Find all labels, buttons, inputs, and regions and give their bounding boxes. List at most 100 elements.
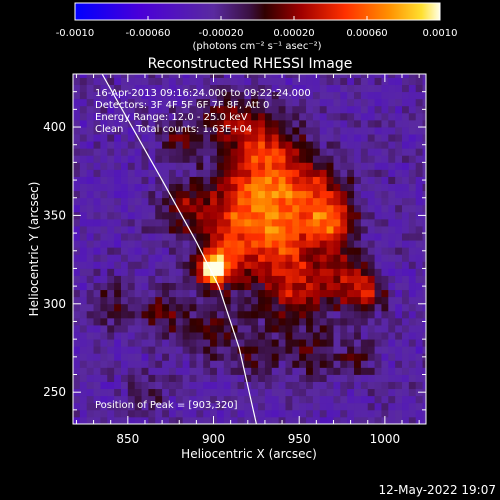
heatmap-cell (292, 141, 300, 149)
heatmap-cell (210, 204, 218, 213)
heatmap-cell (127, 254, 136, 262)
heatmap-cell (306, 127, 314, 135)
heatmap-cell (292, 339, 300, 347)
heatmap-cell (134, 204, 142, 213)
heatmap-cell (216, 155, 225, 163)
heatmap-cell (230, 367, 238, 375)
heatmap-cell (100, 367, 108, 375)
heatmap-cell (175, 381, 184, 390)
heatmap-cell (395, 360, 403, 368)
heatmap-cell (354, 226, 362, 234)
heatmap-cell (258, 261, 266, 269)
heatmap-cell (210, 346, 218, 354)
heatmap-cell (107, 98, 115, 107)
heatmap-cell (258, 77, 266, 86)
heatmap-cell (100, 233, 108, 241)
heatmap-cell (86, 402, 94, 411)
heatmap-cell (360, 303, 369, 312)
heatmap-cell (388, 275, 396, 283)
heatmap-cell (271, 353, 280, 361)
heatmap-cell (415, 155, 423, 163)
heatmap-cell (79, 141, 88, 149)
heatmap-cell (292, 261, 300, 269)
heatmap-cell (237, 112, 245, 121)
heatmap-cell (292, 254, 300, 262)
heatmap-cell (360, 98, 369, 107)
heatmap-cell (306, 395, 314, 404)
heatmap-cell (319, 77, 328, 86)
heatmap-cell (360, 346, 369, 354)
heatmap-cell (312, 240, 321, 248)
heatmap-cell (312, 360, 321, 368)
heatmap-cell (86, 197, 94, 206)
heatmap-cell (415, 183, 423, 192)
heatmap-cell (203, 282, 211, 291)
heatmap-cell (354, 240, 362, 248)
heatmap-cell (319, 275, 328, 283)
solar-limb-curve (101, 74, 257, 424)
heatmap-cell (395, 275, 403, 283)
heatmap-cell (408, 289, 417, 298)
heatmap-cell (216, 317, 225, 326)
heatmap-cell (107, 374, 115, 382)
heatmap-cell (168, 84, 177, 93)
heatmap-cell (354, 119, 362, 128)
heatmap-cell (422, 169, 426, 177)
heatmap-cell (326, 346, 334, 354)
heatmap-cell (360, 204, 369, 213)
heatmap-cell (114, 127, 122, 135)
heatmap-cell (148, 254, 156, 262)
heatmap-cell (175, 254, 184, 262)
heatmap-cell (100, 141, 108, 149)
heatmap-cell (333, 310, 341, 319)
heatmap-cell (237, 155, 245, 163)
heatmap-cell (244, 360, 252, 368)
heatmap-cell (395, 289, 403, 298)
heatmap-cell (264, 409, 273, 418)
heatmap-cell (120, 289, 129, 298)
heatmap-cell (148, 261, 156, 269)
heatmap-cell (354, 74, 362, 78)
heatmap-cell (79, 233, 88, 241)
heatmap-cell (100, 402, 108, 411)
heatmap-cell (107, 296, 115, 305)
heatmap-cell (107, 289, 115, 298)
heatmap-cell (258, 282, 266, 291)
heatmap-cell (388, 346, 396, 354)
annotation-block: 16-Apr-2013 09:16:24.000 to 09:22:24.000… (95, 88, 311, 411)
heatmap-cell (312, 77, 321, 86)
heatmap-cell (134, 303, 142, 312)
heatmap-cell (223, 303, 232, 312)
heatmap-cell (360, 240, 369, 248)
heatmap-cell (326, 218, 334, 227)
heatmap-cell (292, 303, 300, 312)
heatmap-cell (141, 395, 149, 404)
heatmap-cell (162, 204, 170, 213)
heatmap-cell (264, 275, 273, 283)
heatmap-cell (175, 317, 184, 326)
heatmap-cell (216, 183, 225, 192)
heatmap-cell (168, 155, 177, 163)
heatmap-cell (354, 310, 362, 319)
heatmap-cell (354, 247, 362, 255)
heatmap-cell (354, 112, 362, 121)
heatmap-cell (230, 233, 238, 241)
heatmap-cell (326, 148, 334, 156)
heatmap-cell (278, 282, 286, 291)
heatmap-cell (278, 127, 286, 135)
footer-timestamp: 12-May-2022 19:07 (379, 483, 496, 497)
heatmap-cell (148, 141, 156, 149)
heatmap-cell (347, 303, 355, 312)
heatmap-cell (264, 254, 273, 262)
heatmap-cell (306, 105, 314, 114)
heatmap-cell (107, 268, 115, 276)
heatmap-cell (237, 268, 245, 276)
heatmap-cell (120, 112, 129, 121)
heatmap-cell (319, 395, 328, 404)
heatmap-cell (312, 141, 321, 149)
heatmap-cell (388, 127, 396, 135)
heatmap-cell (223, 77, 232, 86)
heatmap-cell (347, 360, 355, 368)
heatmap-cell (237, 233, 245, 241)
heatmap-cell (408, 183, 417, 192)
